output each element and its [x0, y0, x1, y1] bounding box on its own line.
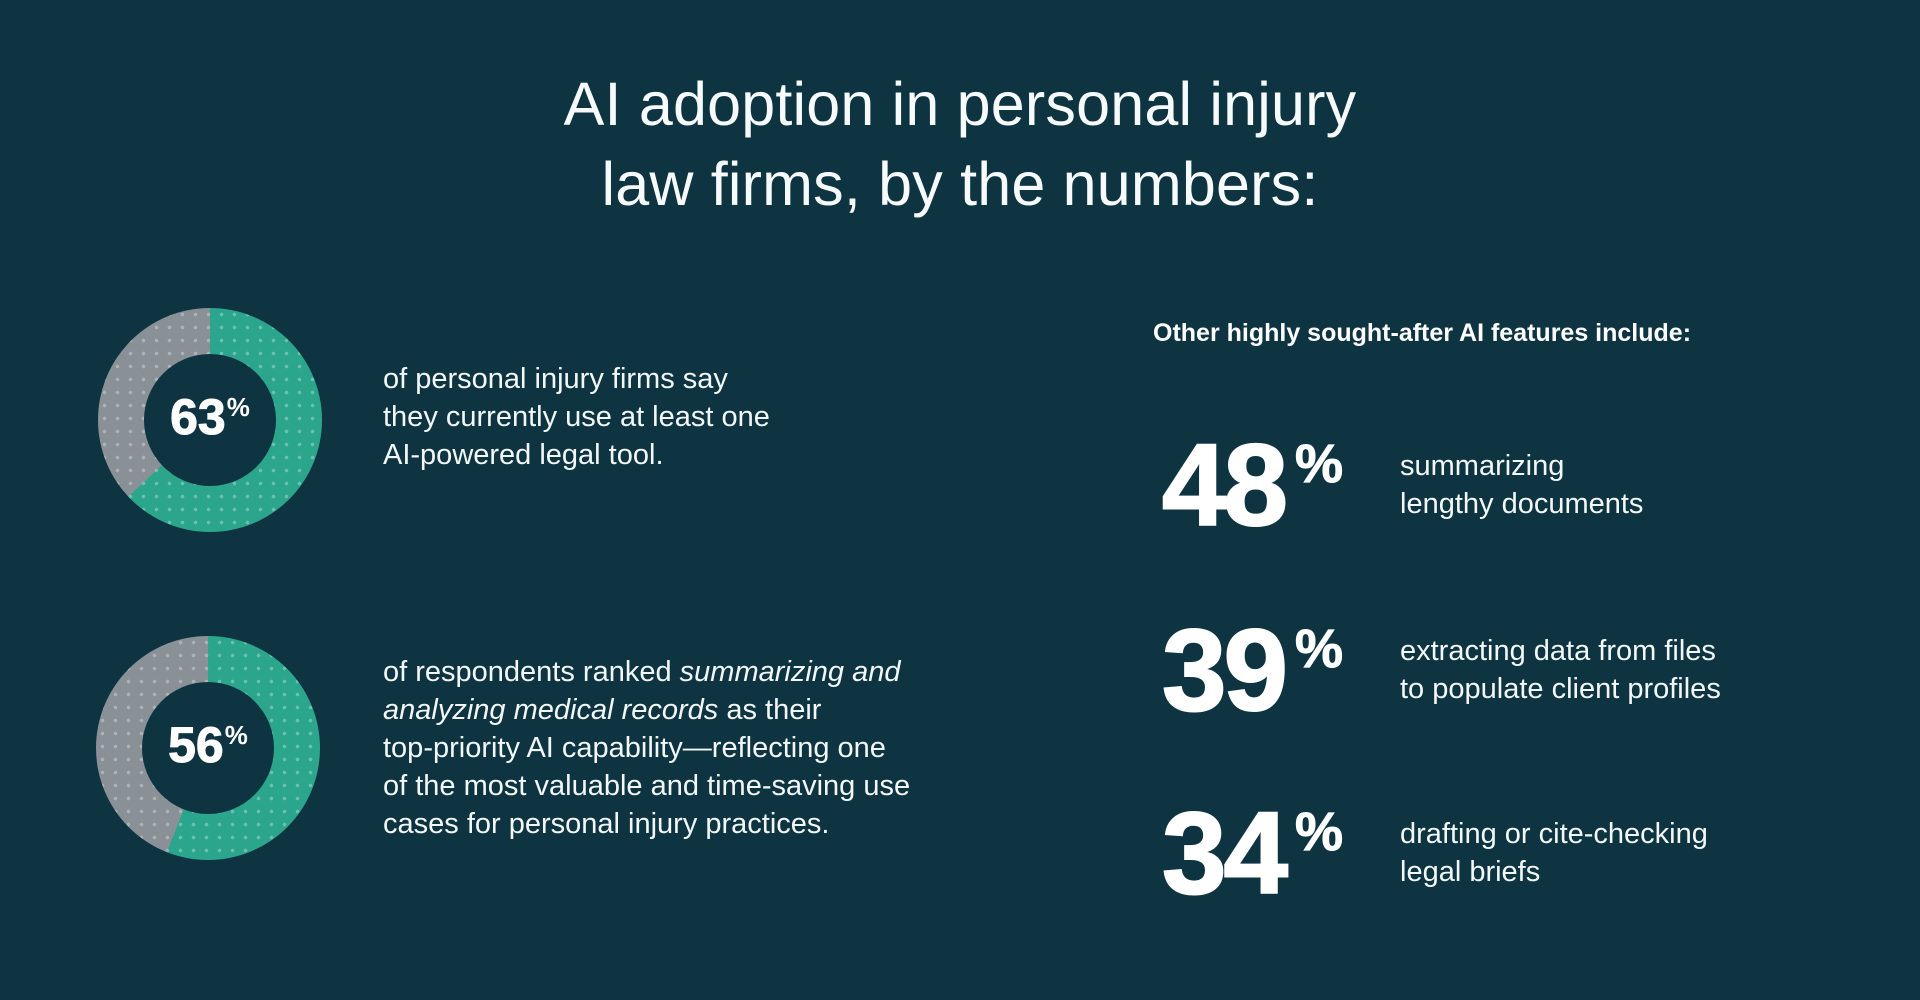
donut-63-number: 63: [170, 389, 227, 445]
feature-34-label-line-2: legal briefs: [1400, 856, 1541, 888]
page-title-line-1: AI adoption in personal injury: [563, 70, 1357, 138]
stat-56-description: of respondents ranked summarizing and an…: [383, 653, 910, 843]
features-heading: Other highly sought-after AI features in…: [1153, 319, 1692, 347]
donut-chart-63: 63 %: [98, 308, 322, 532]
stat-63-description-line-3: AI-powered legal tool.: [383, 439, 664, 471]
stat-56-line-2-plain: as their: [718, 694, 822, 726]
stat-56-description-line-3: top-priority AI capability—reflecting on…: [383, 732, 886, 764]
donut-56-percent-sign: %: [224, 720, 248, 750]
feature-row-39: 39 % extracting data from files to popul…: [1161, 605, 1822, 735]
feature-34-number: 34: [1161, 788, 1289, 918]
stat-56-description-line-5: cases for personal injury practices.: [383, 808, 830, 840]
stat-56-description-line-2: analyzing medical records as their: [383, 691, 910, 729]
feature-48-label-line-2: lengthy documents: [1400, 488, 1644, 520]
stat-56-line-2-italic: analyzing medical records: [383, 694, 719, 726]
feature-39-label-line-2: to populate client profiles: [1400, 673, 1721, 705]
feature-39-label: extracting data from files to populate c…: [1400, 632, 1721, 708]
feature-34-label: drafting or cite-checking legal briefs: [1400, 815, 1708, 891]
feature-48-value: 48 %: [1161, 420, 1400, 550]
donut-chart-56: 56 %: [96, 636, 320, 860]
donut-63-percent-sign: %: [226, 392, 250, 422]
stat-63-description: of personal injury firms say they curren…: [383, 360, 770, 474]
feature-39-label-line-1: extracting data from files: [1400, 635, 1716, 667]
feature-row-34: 34 % drafting or cite-checking legal bri…: [1161, 788, 1822, 918]
feature-48-percent-sign: %: [1295, 434, 1344, 494]
feature-34-percent-sign: %: [1295, 802, 1344, 862]
page-title-line-2: law firms, by the numbers:: [601, 150, 1319, 218]
feature-34-label-line-1: drafting or cite-checking: [1400, 818, 1708, 850]
page-title: AI adoption in personal injury law firms…: [0, 64, 1920, 224]
stat-56-description-line-1: of respondents ranked summarizing and: [383, 653, 910, 691]
donut-chart-63-center: 63 %: [144, 354, 276, 486]
feature-48-label-line-1: summarizing: [1400, 450, 1565, 482]
feature-39-percent-sign: %: [1295, 619, 1344, 679]
feature-48-number: 48: [1161, 420, 1289, 550]
feature-48-label: summarizing lengthy documents: [1400, 447, 1643, 523]
feature-row-48: 48 % summarizing lengthy documents: [1161, 420, 1822, 550]
stat-56-line-1-plain: of respondents ranked: [383, 656, 680, 688]
donut-chart-56-center: 56 %: [142, 682, 274, 814]
donut-chart-63-value: 63 %: [170, 389, 250, 445]
stat-63-description-line-2: they currently use at least one: [383, 401, 770, 433]
feature-39-value: 39 %: [1161, 605, 1400, 735]
stat-63-description-line-1: of personal injury firms say: [383, 363, 728, 395]
feature-39-number: 39: [1161, 605, 1289, 735]
stat-56-description-line-4: of the most valuable and time-saving use: [383, 770, 911, 802]
feature-34-value: 34 %: [1161, 788, 1400, 918]
stat-56-line-1-italic: summarizing and: [679, 656, 901, 688]
donut-chart-56-value: 56 %: [168, 717, 248, 773]
donut-56-number: 56: [168, 717, 225, 773]
